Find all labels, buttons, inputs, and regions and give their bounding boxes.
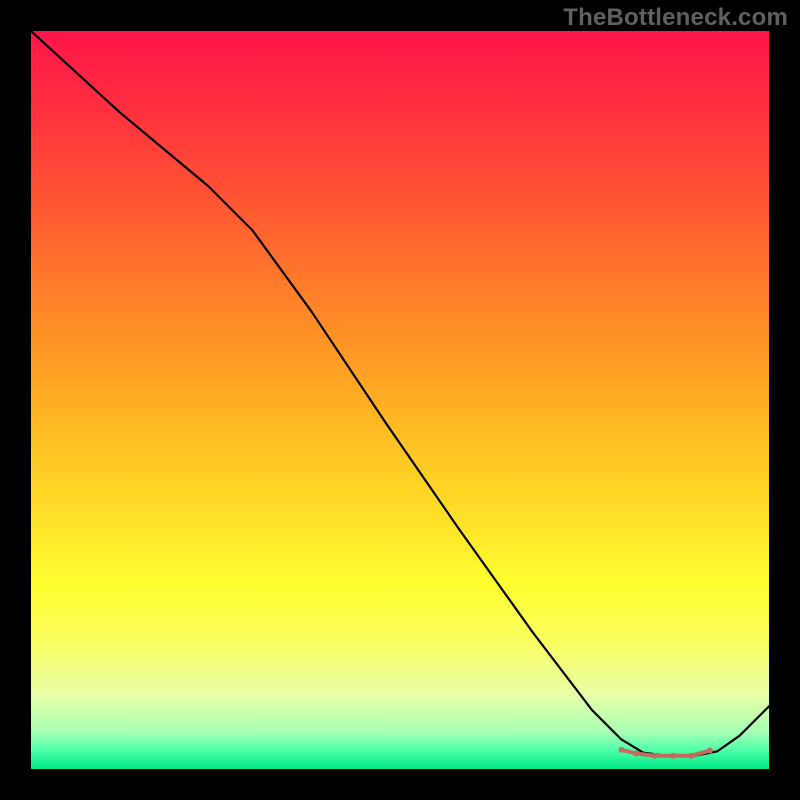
gradient-background xyxy=(31,31,769,769)
watermark-text: TheBottleneck.com xyxy=(563,4,788,32)
plot-area xyxy=(30,30,770,770)
chart-frame: TheBottleneck.com xyxy=(0,0,800,800)
bottleneck-chart-svg xyxy=(31,31,769,769)
